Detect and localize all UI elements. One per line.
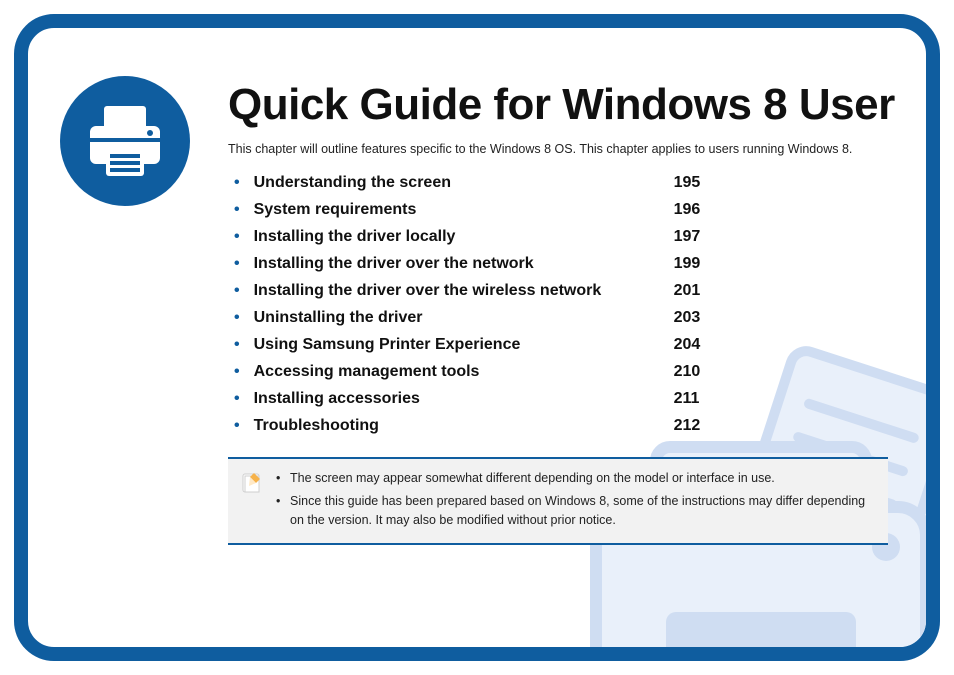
toc-item[interactable]: Installing accessories 211 xyxy=(228,390,788,408)
table-of-contents: Understanding the screen 195 System requ… xyxy=(228,174,788,435)
toc-label: Understanding the screen xyxy=(254,174,674,192)
printer-circle-icon xyxy=(60,76,190,206)
toc-item[interactable]: Troubleshooting 212 xyxy=(228,417,788,435)
toc-item[interactable]: Installing the driver over the network 1… xyxy=(228,255,788,273)
toc-item[interactable]: Understanding the screen 195 xyxy=(228,174,788,192)
toc-item[interactable]: Using Samsung Printer Experience 204 xyxy=(228,336,788,354)
toc-item[interactable]: Accessing management tools 210 xyxy=(228,363,788,381)
toc-item[interactable]: Uninstalling the driver 203 xyxy=(228,309,788,327)
toc-label: Uninstalling the driver xyxy=(254,309,674,327)
toc-item[interactable]: System requirements 196 xyxy=(228,201,788,219)
toc-item[interactable]: Installing the driver locally 197 xyxy=(228,228,788,246)
toc-label: System requirements xyxy=(254,201,674,219)
note-item: Since this guide has been prepared based… xyxy=(276,492,874,530)
toc-page: 201 xyxy=(674,282,734,300)
content-area: Quick Guide for Windows 8 User This chap… xyxy=(228,82,908,545)
toc-label: Using Samsung Printer Experience xyxy=(254,336,674,354)
toc-label: Accessing management tools xyxy=(254,363,674,381)
note-icon xyxy=(240,471,264,533)
toc-label: Installing the driver over the wireless … xyxy=(254,282,674,300)
toc-page: 204 xyxy=(674,336,734,354)
toc-label: Installing accessories xyxy=(254,390,674,408)
toc-label: Installing the driver locally xyxy=(254,228,674,246)
note-item: The screen may appear somewhat different… xyxy=(276,469,874,488)
page-frame: Quick Guide for Windows 8 User This chap… xyxy=(14,14,940,661)
toc-page: 195 xyxy=(674,174,734,192)
printer-icon xyxy=(80,96,170,186)
toc-item[interactable]: Installing the driver over the wireless … xyxy=(228,282,788,300)
toc-label: Installing the driver over the network xyxy=(254,255,674,273)
toc-page: 196 xyxy=(674,201,734,219)
note-list: The screen may appear somewhat different… xyxy=(276,469,874,533)
toc-page: 199 xyxy=(674,255,734,273)
toc-page: 211 xyxy=(674,390,734,408)
page-title: Quick Guide for Windows 8 User xyxy=(228,82,908,128)
toc-label: Troubleshooting xyxy=(254,417,674,435)
note-box: The screen may appear somewhat different… xyxy=(228,457,888,545)
toc-page: 203 xyxy=(674,309,734,327)
intro-text: This chapter will outline features speci… xyxy=(228,142,908,156)
toc-page: 197 xyxy=(674,228,734,246)
toc-page: 212 xyxy=(674,417,734,435)
toc-page: 210 xyxy=(674,363,734,381)
